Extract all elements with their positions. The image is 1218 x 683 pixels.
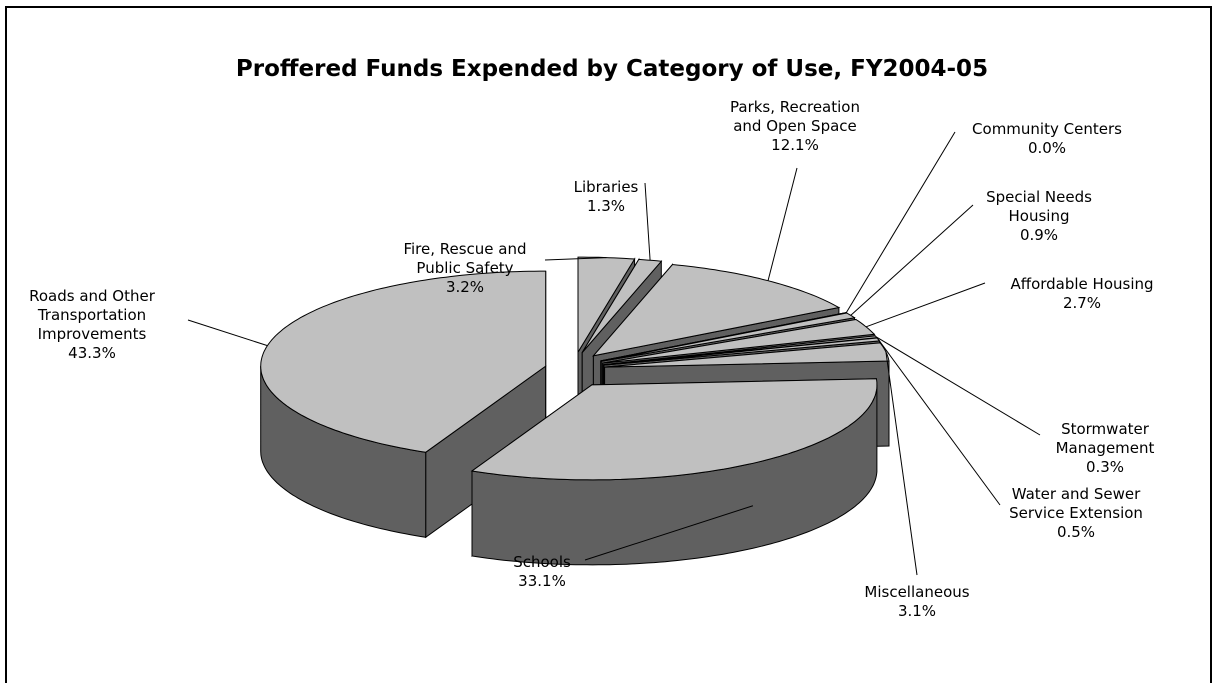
label-line: Community Centers	[972, 120, 1122, 138]
slice-top	[592, 263, 841, 357]
label-line: and Open Space	[733, 117, 857, 135]
leader-line	[644, 182, 651, 261]
slice-label: Affordable Housing	[1010, 275, 1153, 293]
label-line: Service Extension	[1009, 504, 1143, 522]
slice-label: Libraries	[574, 178, 639, 196]
chart-title: Proffered Funds Expended by Category of …	[236, 56, 988, 82]
label-line: Special Needs	[986, 188, 1092, 206]
leader-line	[850, 204, 974, 316]
label-line: Management	[1056, 439, 1155, 457]
slice	[470, 378, 878, 566]
slice-value-label: 0.3%	[1086, 458, 1124, 476]
slice-label: Schools	[513, 553, 571, 571]
slice-value-label: 0.5%	[1057, 523, 1095, 541]
slice-value-label: 0.0%	[1028, 139, 1066, 157]
leader-line	[584, 505, 754, 561]
slice-value-label: 0.9%	[1020, 226, 1058, 244]
leader-line	[187, 319, 268, 347]
slice-value-label: 3.2%	[446, 278, 484, 296]
slice-top	[602, 318, 876, 364]
label-line: Public Safety	[416, 259, 513, 277]
slice-label: Special Needs Housing	[986, 188, 1092, 225]
label-line: Housing	[1009, 207, 1070, 225]
slice-value-label: 3.1%	[898, 602, 936, 620]
label-line: Water and Sewer	[1012, 485, 1141, 503]
slice-value-label: 1.3%	[587, 197, 625, 215]
label-line: Schools	[513, 553, 571, 571]
label-line: Libraries	[574, 178, 639, 196]
label-line: Parks, Recreation	[730, 98, 860, 116]
label-line: Roads and Other	[29, 287, 156, 305]
leader-line	[544, 257, 607, 261]
slice-value-label: 33.1%	[518, 572, 566, 590]
slice-label: Parks, Recreation and Open Space	[730, 98, 860, 135]
slice-top	[470, 378, 878, 481]
slice-label: Miscellaneous	[864, 583, 969, 601]
leader-line	[875, 336, 1041, 436]
slice-label: Fire, Rescue and Public Safety	[403, 240, 526, 277]
slice-label: Stormwater Management	[1056, 420, 1155, 457]
leader-line	[845, 131, 956, 313]
leader-line	[885, 351, 918, 576]
slice	[260, 270, 547, 539]
leader-line	[877, 339, 1001, 506]
slice-label: Water and Sewer Service Extension	[1009, 485, 1143, 522]
label-line: Transportation	[37, 306, 146, 324]
leader-line	[767, 167, 798, 281]
label-line: Stormwater	[1061, 420, 1150, 438]
label-line: Miscellaneous	[864, 583, 969, 601]
label-line: Improvements	[38, 325, 147, 343]
slice-value-label: 12.1%	[771, 136, 819, 154]
leader-line	[865, 282, 986, 328]
slice-top	[601, 312, 856, 362]
label-line: Affordable Housing	[1010, 275, 1153, 293]
slice-value-label: 43.3%	[68, 344, 116, 362]
label-line: Fire, Rescue and	[403, 240, 526, 258]
slice-label: Roads and Other Transportation Improvement…	[29, 287, 156, 343]
slice-value-label: 2.7%	[1063, 294, 1101, 312]
slice-label: Community Centers	[972, 120, 1122, 138]
